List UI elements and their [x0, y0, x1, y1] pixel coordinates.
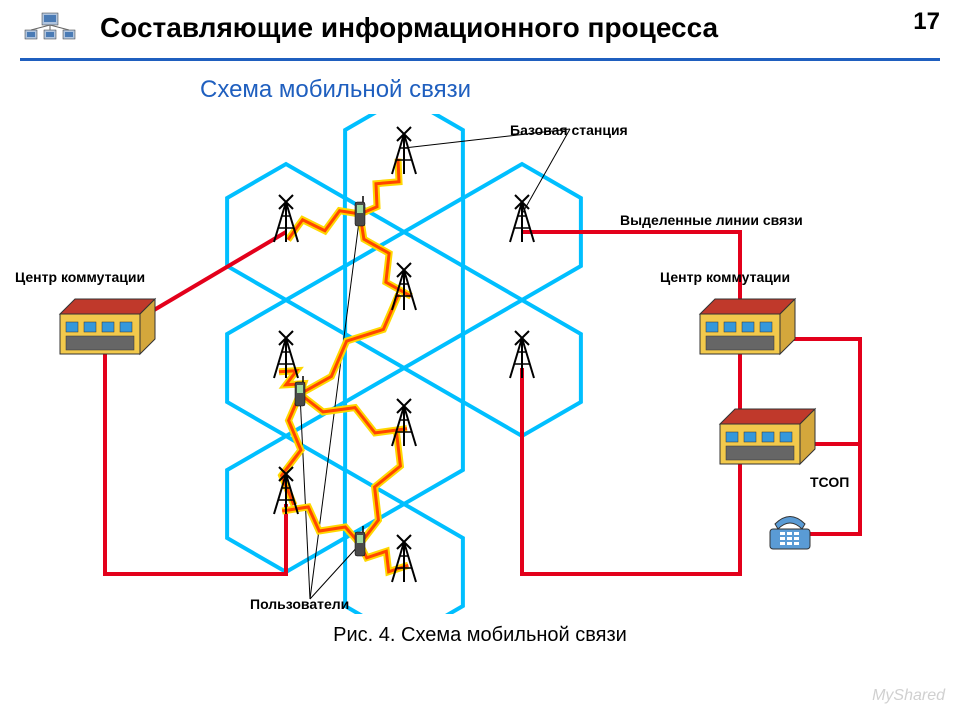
building-label: ТСОП [810, 474, 849, 490]
building-icon [720, 409, 815, 464]
tower-icon [510, 331, 534, 378]
diagram-subtitle: Схема мобильной связи [200, 76, 960, 104]
tower-icon [392, 535, 416, 582]
telephone-icon [770, 517, 810, 550]
figure-caption: Рис. 4. Схема мобильной связи [0, 624, 960, 647]
building-icon [700, 299, 795, 354]
building-label: Центр коммутации [15, 269, 145, 285]
page-number: 17 [913, 8, 940, 36]
watermark-text: MyShared [872, 687, 945, 705]
page-title: Составляющие информационного процесса [100, 12, 718, 44]
mobile-network-diagram: Базовая станция Выделенные линии связи Пол… [0, 114, 960, 614]
diagram-label: Базовая станция [510, 122, 628, 138]
diagram-label: Пользователи [250, 596, 349, 612]
phone-icon [355, 196, 365, 226]
slide-header: Составляющие информационного процесса 17 [0, 0, 960, 48]
tower-icon [510, 195, 534, 242]
building-icon [60, 299, 155, 354]
logo-icon [20, 8, 80, 48]
diagram-label: Выделенные линии связи [620, 212, 803, 228]
building-label: Центр коммутации [660, 269, 790, 285]
header-divider [20, 58, 940, 61]
